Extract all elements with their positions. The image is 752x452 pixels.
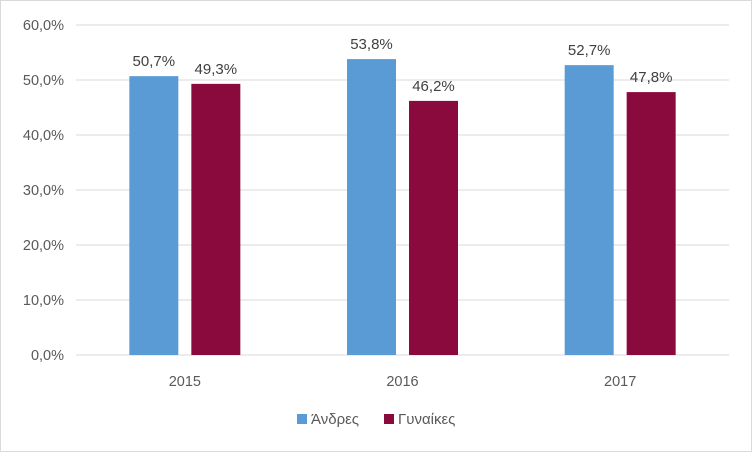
y-tick-label: 50,0% [23,73,64,89]
legend-label: Άνδρες [311,411,359,428]
data-label: 49,3% [195,61,238,78]
bars [129,59,676,356]
x-axis: 2015 2016 2017 [169,374,637,390]
legend-swatch [384,414,394,424]
legend: Άνδρες Γυναίκες [297,411,455,428]
data-label: 52,7% [568,42,611,59]
y-tick-label: 30,0% [23,183,64,199]
bar-men-2015 [129,76,179,356]
x-tick-label: 2016 [386,374,418,390]
y-tick-label: 0,0% [31,348,64,364]
y-tick-label: 20,0% [23,238,64,254]
data-label: 47,8% [630,69,673,86]
bar-women-2017 [626,92,676,355]
y-tick-label: 10,0% [23,293,64,309]
y-tick-label: 60,0% [23,18,64,34]
y-axis: 0,0% 10,0% 20,0% 30,0% 40,0% 50,0% 60,0% [23,18,64,364]
bar-men-2016 [347,59,396,355]
data-label: 50,7% [133,53,176,70]
bar-women-2016 [409,100,458,356]
x-tick-label: 2015 [169,374,201,390]
legend-swatch [297,414,307,424]
gridlines [76,24,729,356]
bar-women-2015 [191,83,241,355]
y-tick-label: 40,0% [23,128,64,144]
x-tick-label: 2017 [604,374,636,390]
data-labels: 50,7% 49,3% 53,8% 46,2% 52,7% 47,8% [133,36,673,95]
data-label: 53,8% [350,36,393,53]
bar-men-2017 [564,65,614,356]
legend-label: Γυναίκες [398,411,455,428]
data-label: 46,2% [412,78,455,95]
